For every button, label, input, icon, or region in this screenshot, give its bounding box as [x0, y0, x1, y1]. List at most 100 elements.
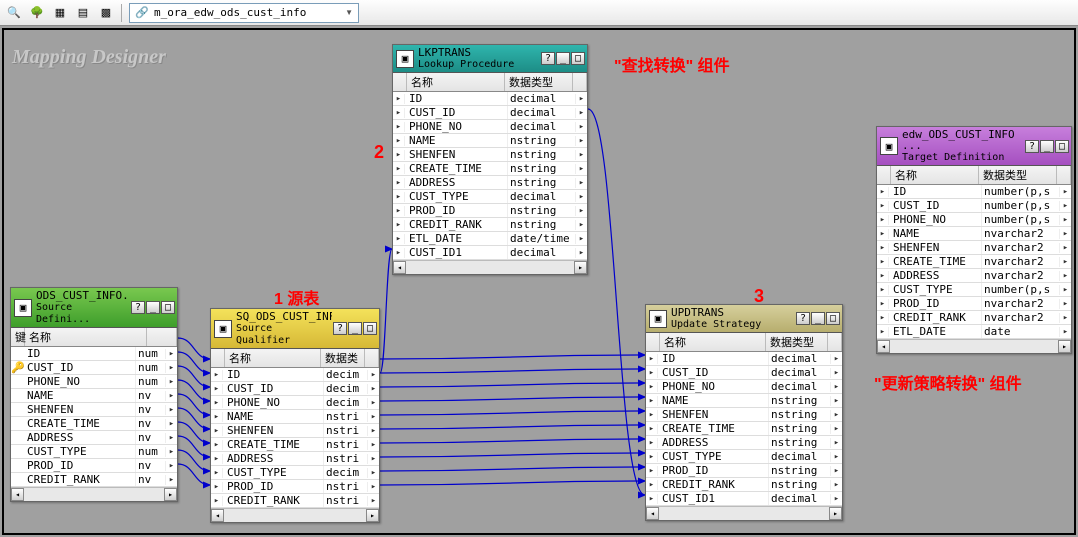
input-port[interactable]: ▸ — [646, 452, 658, 462]
output-port[interactable]: ▸ — [575, 164, 587, 174]
horizontal-scrollbar[interactable]: ◂▸ — [211, 508, 379, 522]
horizontal-scrollbar[interactable]: ◂▸ — [877, 339, 1071, 353]
table-row[interactable]: NAME nv ▸ — [11, 389, 177, 403]
table-row[interactable]: ▸ PHONE_NO decimal ▸ — [646, 380, 842, 394]
output-port[interactable]: ▸ — [367, 440, 379, 450]
output-port[interactable]: ▸ — [1059, 215, 1071, 225]
table-row[interactable]: ▸ CUST_TYPE decimal ▸ — [646, 450, 842, 464]
table-row[interactable]: ▸ ADDRESS nstri ▸ — [211, 452, 379, 466]
table-row[interactable]: ▸ CREATE_TIME nstring ▸ — [393, 162, 587, 176]
table-row[interactable]: ▸ PROD_ID nstring ▸ — [393, 204, 587, 218]
table-row[interactable]: ▸ CREATE_TIME nstring ▸ — [646, 422, 842, 436]
output-port[interactable]: ▸ — [165, 391, 177, 401]
table-row[interactable]: ▸ CREDIT_RANK nvarchar2 ▸ — [877, 311, 1071, 325]
output-port[interactable]: ▸ — [575, 136, 587, 146]
scroll-right-button[interactable]: ▸ — [164, 488, 177, 501]
input-port[interactable]: ▸ — [393, 122, 405, 132]
target-definition-window[interactable]: ▣ edw_ODS_CUST_INFO ...Target Definition… — [876, 126, 1072, 354]
input-port[interactable]: ▸ — [393, 206, 405, 216]
input-port[interactable]: ▸ — [211, 384, 223, 394]
output-port[interactable]: ▸ — [830, 424, 842, 434]
update-strategy-window[interactable]: ▣ UPDTRANSUpdate Strategy ? _ □ 名称数据类型 ▸… — [645, 304, 843, 521]
input-port[interactable]: ▸ — [393, 178, 405, 188]
table-row[interactable]: SHENFEN nv ▸ — [11, 403, 177, 417]
input-port[interactable]: ▸ — [211, 440, 223, 450]
table-row[interactable]: ▸ CUST_ID1 decimal ▸ — [393, 246, 587, 260]
output-port[interactable]: ▸ — [367, 468, 379, 478]
input-port[interactable]: ▸ — [877, 215, 889, 225]
input-port[interactable]: ▸ — [211, 426, 223, 436]
source-definition-window[interactable]: ▣ ODS_CUST_INFO...Source Defini... ? _ □… — [10, 287, 178, 502]
output-port[interactable]: ▸ — [1059, 187, 1071, 197]
help-button[interactable]: ? — [1025, 140, 1039, 153]
table-row[interactable]: ▸ CUST_ID decim ▸ — [211, 382, 379, 396]
table-row[interactable]: CUST_TYPE num ▸ — [11, 445, 177, 459]
output-port[interactable]: ▸ — [830, 494, 842, 504]
table-row[interactable]: ▸ ID number(p,s ▸ — [877, 185, 1071, 199]
table-row[interactable]: ▸ ADDRESS nvarchar2 ▸ — [877, 269, 1071, 283]
input-port[interactable]: ▸ — [877, 285, 889, 295]
table-row[interactable]: ▸ SHENFEN nvarchar2 ▸ — [877, 241, 1071, 255]
output-port[interactable]: ▸ — [165, 475, 177, 485]
input-port[interactable]: ▸ — [646, 424, 658, 434]
restore-button[interactable]: □ — [571, 52, 585, 65]
output-port[interactable]: ▸ — [575, 94, 587, 104]
table-row[interactable]: ▸ PHONE_NO decimal ▸ — [393, 120, 587, 134]
output-port[interactable]: ▸ — [367, 370, 379, 380]
table-row[interactable]: ▸ CREATE_TIME nstri ▸ — [211, 438, 379, 452]
table-row[interactable]: ▸ CUST_TYPE decim ▸ — [211, 466, 379, 480]
table-row[interactable]: ID num ▸ — [11, 347, 177, 361]
output-port[interactable]: ▸ — [367, 412, 379, 422]
minimize-button[interactable]: _ — [348, 322, 362, 335]
table-row[interactable]: ▸ ETL_DATE date ▸ — [877, 325, 1071, 339]
input-port[interactable]: ▸ — [393, 136, 405, 146]
input-port[interactable]: ▸ — [393, 164, 405, 174]
input-port[interactable]: ▸ — [646, 480, 658, 490]
scroll-left-button[interactable]: ◂ — [11, 488, 24, 501]
output-port[interactable]: ▸ — [367, 398, 379, 408]
output-port[interactable]: ▸ — [1059, 313, 1071, 323]
table-row[interactable]: ▸ ADDRESS nstring ▸ — [646, 436, 842, 450]
designer-canvas[interactable]: Mapping Designer 1 源表 2 3 "查找转换" 组件 "更新策… — [2, 28, 1076, 535]
input-port[interactable]: ▸ — [646, 382, 658, 392]
output-port[interactable]: ▸ — [830, 410, 842, 420]
output-port[interactable]: ▸ — [1059, 285, 1071, 295]
output-port[interactable]: ▸ — [165, 419, 177, 429]
output-port[interactable]: ▸ — [830, 382, 842, 392]
output-port[interactable]: ▸ — [575, 234, 587, 244]
scroll-right-button[interactable]: ▸ — [574, 261, 587, 274]
output-port[interactable]: ▸ — [165, 377, 177, 387]
output-port[interactable]: ▸ — [575, 220, 587, 230]
output-port[interactable]: ▸ — [367, 482, 379, 492]
table-row[interactable]: ▸ CREDIT_RANK nstring ▸ — [393, 218, 587, 232]
input-port[interactable]: ▸ — [646, 354, 658, 364]
table-row[interactable]: ▸ CUST_TYPE decimal ▸ — [393, 190, 587, 204]
table-row[interactable]: ▸ CREDIT_RANK nstring ▸ — [646, 478, 842, 492]
table-row[interactable]: PROD_ID nv ▸ — [11, 459, 177, 473]
input-port[interactable]: ▸ — [211, 398, 223, 408]
output-port[interactable]: ▸ — [1059, 299, 1071, 309]
input-port[interactable]: ▸ — [211, 412, 223, 422]
input-port[interactable]: ▸ — [393, 94, 405, 104]
input-port[interactable]: ▸ — [211, 370, 223, 380]
scroll-right-button[interactable]: ▸ — [829, 507, 842, 520]
output-port[interactable]: ▸ — [1059, 229, 1071, 239]
input-port[interactable]: ▸ — [393, 192, 405, 202]
table-row[interactable]: ▸ ADDRESS nstring ▸ — [393, 176, 587, 190]
scroll-right-button[interactable]: ▸ — [366, 509, 379, 522]
output-port[interactable]: ▸ — [830, 396, 842, 406]
output-port[interactable]: ▸ — [1059, 201, 1071, 211]
table-row[interactable]: ▸ PROD_ID nstri ▸ — [211, 480, 379, 494]
input-port[interactable]: ▸ — [877, 187, 889, 197]
output-port[interactable]: ▸ — [830, 452, 842, 462]
table-row[interactable]: ▸ NAME nstri ▸ — [211, 410, 379, 424]
find-icon[interactable]: 🔍 — [4, 3, 24, 23]
lookup-transformation-window[interactable]: ▣ LKPTRANSLookup Procedure ? _ □ 名称数据类型 … — [392, 44, 588, 275]
table-row[interactable]: ▸ ID decimal ▸ — [646, 352, 842, 366]
grid2-icon[interactable]: ▤ — [73, 3, 93, 23]
help-button[interactable]: ? — [333, 322, 347, 335]
horizontal-scrollbar[interactable]: ◂▸ — [646, 506, 842, 520]
table-row[interactable]: 🔑 CUST_ID num ▸ — [11, 361, 177, 375]
input-port[interactable]: ▸ — [393, 220, 405, 230]
output-port[interactable]: ▸ — [830, 354, 842, 364]
